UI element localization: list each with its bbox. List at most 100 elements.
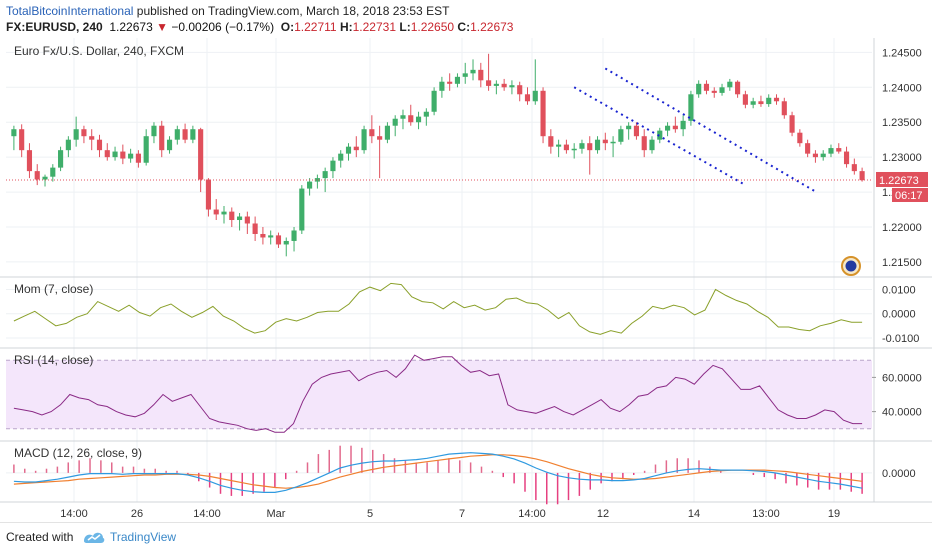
candle-body (454, 76, 461, 84)
candle-body (540, 90, 546, 137)
candle-body (151, 125, 157, 137)
time-axis-label: 14 (688, 508, 700, 520)
candle-body (836, 148, 842, 152)
macd-tick-label: 0.0000 (882, 468, 916, 480)
rsi-band (6, 360, 872, 429)
footer: Created with TradingView (0, 522, 932, 551)
candle-body (58, 150, 64, 168)
candle-body (415, 116, 422, 123)
price-tick-label: 1.24500 (882, 47, 922, 59)
candle-body (594, 139, 601, 151)
candle-body (198, 129, 204, 180)
candle-body (735, 81, 741, 95)
candle-body (758, 101, 764, 105)
candle-body (781, 101, 787, 116)
mom-tick-label: -0.0100 (882, 333, 919, 345)
candle-body (89, 136, 95, 140)
candle-body (244, 216, 250, 224)
mom-pane-label: Mom (7, close) (14, 282, 93, 296)
candle-body (696, 83, 702, 95)
candle-body (478, 69, 484, 81)
chart-canvas[interactable]: 1.245001.240001.235001.230001.225001.220… (0, 38, 932, 522)
time-axis-label: 14:00 (193, 508, 221, 520)
candle-body (34, 171, 40, 180)
candle-body (820, 153, 826, 158)
candle-body (353, 146, 359, 151)
candle-body (275, 235, 282, 245)
tradingview-brand[interactable]: TradingView (110, 530, 177, 544)
created-with-text: Created with (6, 530, 74, 544)
time-axis-label: 14:00 (60, 508, 88, 520)
candle-body (493, 83, 499, 86)
down-arrow-icon: ▼ (156, 20, 168, 34)
high-value: 1.22731 (352, 20, 397, 34)
rsi-tick-label: 60.0000 (882, 372, 922, 384)
candle-body (563, 144, 569, 151)
candle-body (486, 80, 492, 86)
candle-body (299, 188, 305, 231)
low-value: 1.22650 (410, 20, 455, 34)
countdown-tag: 06:17 (895, 190, 923, 202)
candle-body (26, 150, 33, 172)
candle-body (159, 125, 165, 151)
price-tick-label: 1.24000 (882, 82, 922, 94)
candle-body (369, 129, 375, 137)
candle-body (431, 90, 437, 112)
candle-body (703, 83, 710, 91)
candle-body (610, 141, 616, 144)
candle-body (408, 115, 414, 123)
candle-body (657, 130, 663, 140)
macd-line (13, 452, 863, 493)
countdown-tag-bg (892, 187, 928, 202)
candle-body (462, 73, 468, 77)
open-value: 1.22711 (294, 20, 337, 34)
candle-body (633, 125, 640, 137)
candle-body (236, 216, 243, 221)
candle-body (664, 125, 671, 131)
candle-body (470, 69, 476, 74)
time-axis-label: 5 (367, 508, 373, 520)
candle-body (73, 129, 79, 140)
candle-body (96, 139, 103, 151)
candle-body (727, 81, 733, 88)
candle-body (548, 136, 554, 147)
last-price: 1.22673 (109, 20, 153, 34)
candle-body (322, 171, 328, 179)
candle-body (688, 94, 694, 121)
candle-body (750, 101, 756, 105)
candle-body (182, 129, 188, 140)
price-tick-label: 1.23000 (882, 152, 922, 164)
candle-body (789, 115, 795, 133)
candle-body (797, 132, 803, 144)
candle-body (859, 171, 865, 181)
macd-pane-label: MACD (12, 26, close, 9) (14, 446, 142, 460)
candle-body (672, 125, 678, 130)
mom-line (13, 282, 863, 335)
price-tick-label: 1.23500 (882, 117, 922, 129)
candle-body (742, 94, 748, 105)
candle-body (439, 81, 445, 91)
candle-body (252, 223, 258, 234)
candle-body (524, 94, 531, 102)
candle-body (143, 136, 149, 163)
candle-body (649, 139, 655, 151)
candle-body (291, 230, 297, 241)
candle-body (618, 129, 624, 142)
candle-body (81, 129, 87, 137)
candle-body (828, 148, 834, 154)
candle-body (361, 129, 367, 151)
main-pane-title: Euro Fx/U.S. Dollar, 240, FXCM (14, 44, 184, 58)
last-price-tag: 1.22673 (879, 175, 919, 187)
candle-body (711, 90, 717, 93)
open-label: O: (280, 20, 295, 34)
candle-body (135, 153, 141, 163)
candle-body (19, 129, 25, 151)
candle-body (812, 153, 818, 158)
candle-body (532, 90, 538, 102)
candle-body (213, 209, 219, 215)
candle-body (843, 151, 850, 165)
candle-body (579, 143, 585, 149)
rsi-tick-label: 40.0000 (882, 407, 922, 419)
close-label: C: (457, 20, 471, 34)
publisher-link[interactable]: TotalBitcoinInternational (6, 4, 134, 18)
